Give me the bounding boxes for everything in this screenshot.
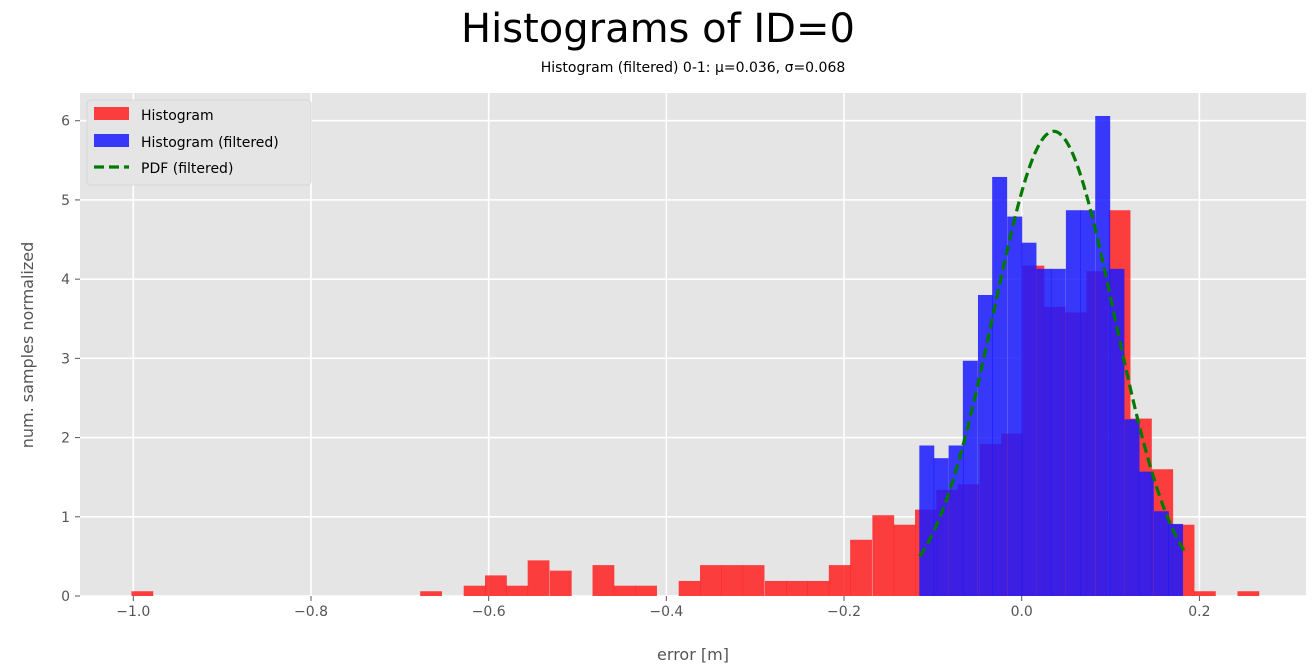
histogram-filtered-bar (1095, 115, 1111, 597)
histogram-filtered-bar (1065, 210, 1081, 596)
x-axis-label: error [m] (657, 645, 729, 664)
histogram-bar (1193, 591, 1216, 596)
legend-swatch-histogram-filtered (94, 134, 129, 147)
histogram-filtered-bar (933, 458, 949, 596)
y-tick-label: 3 (61, 351, 70, 367)
histogram-filtered-bar (977, 294, 993, 596)
x-tick-label: −0.2 (827, 604, 861, 620)
x-tick-label: −0.8 (294, 604, 328, 620)
histogram-bar (635, 585, 657, 596)
histogram-bar (786, 580, 808, 596)
histogram-bar (613, 585, 636, 596)
y-tick-label: 6 (61, 114, 70, 130)
legend-label-histogram-filtered: Histogram (filtered) (141, 135, 279, 151)
histogram-filtered-bar (1138, 471, 1154, 596)
chart-title: Histograms of ID=0 (461, 6, 855, 52)
histogram-bar (700, 565, 722, 596)
histogram-filtered-bar (1124, 419, 1140, 596)
x-tick-label: 0.0 (1011, 604, 1033, 620)
y-tick-label: 0 (61, 589, 70, 605)
histogram-bar (872, 515, 895, 596)
y-tick-label: 1 (61, 510, 70, 526)
x-tick-label: −0.6 (472, 604, 506, 620)
y-tick-label: 5 (61, 193, 70, 209)
histogram-filtered-bar (1109, 268, 1125, 596)
histogram-bar (893, 524, 916, 596)
histogram-bar (678, 580, 701, 596)
histogram-filtered-bar (1021, 242, 1037, 597)
histogram-bar (592, 565, 615, 596)
y-tick-label: 2 (61, 431, 70, 447)
histogram-filtered-bar (1007, 216, 1023, 596)
pdf-filtered-curve (918, 129, 1188, 558)
histogram-bar (549, 570, 572, 596)
histogram-bar (506, 585, 529, 596)
x-axis-ticks: −1.0 −0.8 −0.6 −0.4 −0.2 0.0 0.2 (116, 596, 1211, 620)
histogram-bar (1237, 591, 1260, 596)
histogram-bar (485, 575, 507, 596)
x-tick-label: −0.4 (649, 604, 683, 620)
y-tick-label: 4 (61, 272, 70, 288)
legend-label-pdf: PDF (filtered) (141, 161, 233, 177)
chart-subtitle: Histogram (filtered) 0-1: μ=0.036, σ=0.0… (540, 60, 846, 76)
histogram-filtered-bars (919, 115, 1184, 597)
y-axis-ticks: 0 1 2 3 4 5 6 (61, 114, 80, 605)
histogram-filtered-bar (1036, 268, 1052, 596)
histogram-bar (742, 565, 765, 596)
histogram-filtered-bar (962, 360, 978, 596)
x-tick-label: 0.2 (1188, 604, 1210, 620)
legend-box (86, 99, 312, 186)
histogram-filtered-bar (1050, 268, 1066, 596)
histogram-filtered-bar (992, 176, 1008, 597)
legend-swatch-histogram (94, 107, 129, 120)
histogram-bar (420, 591, 442, 596)
histogram-filtered-bar (919, 445, 935, 596)
y-axis-label: num. samples normalized (18, 242, 37, 449)
legend: Histogram Histogram (filtered) PDF (filt… (86, 99, 312, 186)
histogram-bar (764, 580, 787, 596)
histogram-bar (721, 565, 744, 596)
histogram-bar (463, 585, 486, 596)
histogram-filtered-bar (1080, 210, 1096, 596)
histogram-bar (850, 539, 872, 596)
legend-label-histogram: Histogram (141, 108, 214, 124)
histogram-bar (527, 560, 550, 596)
histogram-bar (828, 565, 851, 596)
histogram-filtered-bar (1153, 511, 1169, 596)
x-tick-label: −1.0 (116, 604, 150, 620)
histogram-bar (807, 580, 830, 596)
histogram-bar (131, 591, 154, 596)
